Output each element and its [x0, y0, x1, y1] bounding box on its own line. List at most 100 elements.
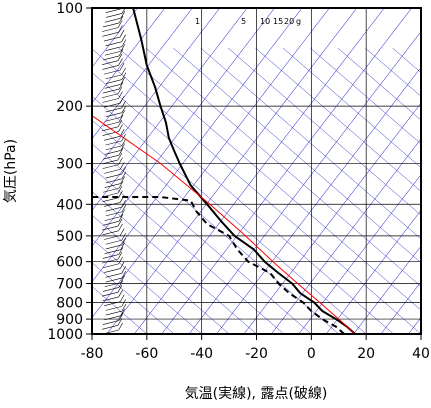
mixing-ratio-label: 15: [273, 17, 283, 26]
x-axis-ticks: -80 -60 -40 -20 0 20 40: [81, 334, 430, 362]
wind-barbs: [101, 8, 127, 334]
skewed-isotherm-line: [106, 8, 358, 334]
wind-barb-staff: [105, 178, 122, 184]
wind-barb-staff: [102, 230, 119, 236]
y-tick-label: 100: [56, 1, 83, 17]
y-tick-label: 500: [56, 229, 83, 245]
wind-barb-flag: [119, 62, 125, 71]
wind-barb-staff: [104, 135, 121, 141]
wind-barb-staff: [105, 306, 122, 311]
dry-adiabat-line: [310, 47, 421, 145]
wind-barb-flag: [118, 247, 124, 255]
x-tick-label: 20: [357, 346, 375, 362]
wind-barb-flag: [119, 96, 125, 104]
wind-barb-flag: [117, 152, 123, 161]
wind-barb-staff: [102, 263, 119, 269]
wind-barb-staff: [102, 32, 119, 37]
wind-barb-staff: [105, 239, 122, 245]
wind-barb-flag: [117, 285, 123, 293]
dry-adiabat-line: [92, 214, 230, 334]
wind-barb-staff: [102, 287, 119, 292]
skewed-isotherm-line: [134, 8, 385, 334]
wind-barb-flag: [118, 181, 124, 189]
x-tick-label: 40: [412, 346, 430, 362]
wind-barb-staff: [104, 183, 121, 188]
wind-barb-flag: [118, 322, 123, 331]
wind-barb-flag: [117, 318, 123, 326]
wind-barb-staff: [101, 324, 119, 330]
wind-barb-flag: [118, 280, 124, 288]
wind-barb-flag: [118, 256, 123, 265]
skewed-isotherm-line: [271, 138, 421, 334]
wind-barb-flag: [121, 299, 126, 307]
y-axis-title: 気圧(hPa): [3, 139, 19, 203]
wind-barb-staff: [105, 244, 122, 250]
y-tick-label: 900: [56, 312, 83, 328]
skewed-isotherm-line: [353, 245, 421, 334]
wind-barb-staff: [102, 320, 119, 325]
wind-barb-staff: [101, 225, 119, 231]
y-tick-label: 200: [56, 99, 83, 115]
wind-barb-flag: [118, 124, 123, 132]
wind-barb-flag: [121, 72, 127, 80]
wind-barb-staff: [104, 301, 121, 306]
wind-barb-staff: [102, 221, 120, 226]
skewed-isotherm-line: [161, 8, 412, 334]
wind-barb-flag: [120, 11, 126, 19]
dry-adiabat-line: [92, 119, 339, 334]
wind-barb-flag: [121, 200, 126, 208]
wind-barb-flag: [120, 261, 125, 269]
skewed-isotherm-line: [92, 8, 166, 104]
wind-barb-flag: [121, 171, 127, 179]
wind-barb-flag: [118, 148, 124, 156]
wind-barb-staff: [102, 154, 120, 160]
skewed-isotherm-line: [92, 8, 275, 247]
wind-barb-staff: [105, 145, 122, 151]
wind-barb-flag: [120, 275, 125, 283]
wind-barb-flag: [121, 8, 126, 14]
temperature-line: [132, 8, 356, 334]
dry-adiabat-line: [337, 47, 421, 121]
wind-barb-flag: [119, 162, 125, 170]
x-axis-title: 気温(実線), 露点(破線): [185, 386, 328, 402]
wind-barb-flag: [118, 114, 124, 123]
mixing-ratio-label: 1: [195, 17, 200, 26]
wind-barb-staff: [104, 249, 121, 254]
wind-barb-staff: [102, 254, 119, 259]
wind-barb-flag: [118, 313, 124, 321]
wind-barb-flag: [121, 100, 126, 109]
wind-barb-flag: [118, 223, 123, 231]
skewed-isotherm-line: [92, 8, 193, 140]
wind-barb-staff: [104, 202, 121, 207]
wind-barb-flag: [121, 237, 127, 246]
wind-barb-staff: [104, 282, 121, 288]
wind-barb-staff: [105, 79, 123, 84]
y-tick-label: 300: [56, 157, 83, 173]
skewed-isotherm-line: [298, 174, 421, 334]
wind-barb-staff: [104, 102, 121, 108]
wind-barb-staff: [105, 211, 122, 217]
wind-barb-flag: [120, 308, 125, 316]
wind-barb-staff: [101, 258, 119, 264]
y-tick-label: 600: [56, 255, 83, 271]
wind-barb-flag: [121, 67, 126, 76]
skewed-isotherm-line: [92, 8, 248, 211]
wind-barb-staff: [103, 22, 120, 28]
parcel-curve-line: [92, 115, 356, 334]
wind-barb-staff: [105, 206, 122, 212]
wind-barb-staff: [105, 277, 122, 283]
dry-adiabat-line: [92, 72, 394, 334]
wind-barb-flag: [121, 138, 127, 146]
wind-barb-staff: [104, 315, 121, 321]
y-tick-label: 700: [56, 277, 83, 293]
wind-barb-staff: [105, 173, 122, 179]
wind-barb-flag: [118, 15, 124, 24]
wind-barb-flag: [121, 303, 127, 312]
wind-barb-staff: [105, 310, 122, 316]
wind-barb-staff: [105, 140, 122, 146]
wind-barb-flag: [120, 77, 126, 85]
wind-barb-flag: [117, 20, 123, 28]
dewpoint-line: [92, 196, 345, 334]
skewed-isotherm-line: [188, 31, 421, 334]
